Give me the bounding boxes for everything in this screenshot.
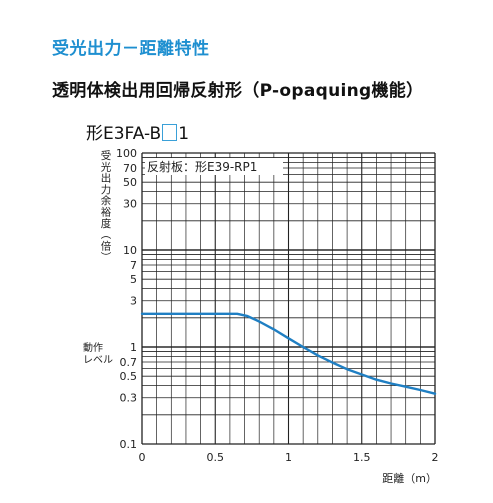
y-axis-label-char: 受 (101, 150, 112, 162)
y-tick-label: 0.1 (120, 438, 138, 451)
y-axis-label-char: 力 (101, 183, 112, 196)
y-tick-label: 7 (130, 259, 137, 272)
y-axis-label-char: 光 (101, 160, 112, 173)
x-tick-label: 2 (432, 451, 439, 464)
x-axis-label: 距離（m） (382, 471, 437, 485)
model-variant-box (162, 124, 178, 141)
y-axis-label-char: 度 (101, 217, 112, 230)
y-axis-label-char: 余 (101, 194, 112, 207)
y-tick-label: 70 (123, 162, 137, 175)
x-tick-labels: 0 0.5 1 1.5 2 (139, 451, 439, 464)
x-tick-label: 0.5 (207, 451, 225, 464)
y-tick-label: 30 (123, 198, 137, 211)
y-tick-label: 0.5 (120, 370, 138, 383)
y-tick-label: 0.7 (120, 356, 138, 369)
y-tick-label: 5 (130, 273, 137, 286)
grid (141, 152, 436, 445)
x-tick-label: 1.5 (353, 451, 371, 464)
y-tick-label: 100 (116, 147, 137, 160)
model-suffix: 1 (178, 124, 190, 144)
y-tick-label: 0.3 (120, 392, 138, 405)
operating-level-line: レベル (83, 354, 113, 366)
annotation-background (145, 158, 283, 175)
y-axis-label-char: ） (99, 251, 111, 262)
y-axis-label-char: （ (99, 229, 111, 240)
y-tick-label: 50 (123, 176, 137, 189)
model-number: 形E3FA-B 1 (86, 119, 189, 144)
y-tick-label: 3 (130, 295, 137, 308)
reflector-annotation: 反射板：形E39-RP1 (147, 159, 257, 174)
y-axis-label-char: 出 (101, 172, 112, 185)
x-tick-label: 1 (285, 451, 292, 464)
model-prefix: 形E3FA-B (86, 124, 162, 144)
operating-level-line: 動作 (83, 341, 103, 354)
y-axis-label-char: 倍 (101, 239, 112, 252)
series (140, 312, 437, 395)
x-tick-label: 0 (139, 451, 146, 464)
section-title: 受光出力－距離特性 (52, 39, 210, 59)
chart-subtitle: 透明体検出用回帰反射形（P-opaquing機能） (52, 81, 424, 101)
y-axis-label-char: 裕 (101, 206, 112, 219)
y-tick-label: 10 (123, 244, 137, 257)
series-line (140, 312, 437, 395)
y-tick-label: 1 (130, 341, 137, 354)
